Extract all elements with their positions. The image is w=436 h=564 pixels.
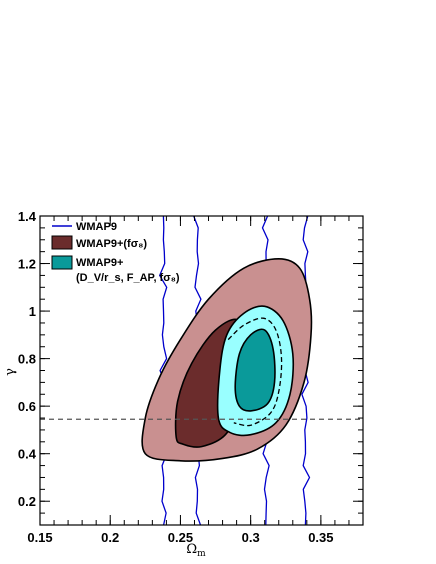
x-tick-label: 0.15 [27,530,52,545]
legend-fill-swatch [51,235,73,250]
wmap9-contour-0 [158,215,168,526]
legend-label-2: WMAP9+ [76,257,123,269]
contour-4 [234,328,276,412]
y-tick-label: 0.2 [18,494,36,509]
legend: WMAP9 WMAP9+(fσ₈) WMAP9+ (D_V/r_s, F_AP, fσ… [51,221,180,284]
x-axis-title-subscript: m [197,549,206,559]
y-tick-label: 0.6 [18,399,36,414]
legend-label-2-line2: (D_V/r_s, F_AP, fσ₈) [76,272,180,284]
contour-layers [141,215,313,526]
axis-ticks: 0.15 0.2 0.25 0.3 0.35 0.2 0.4 0.6 0.8 1 1.2 1.4 [18,209,364,545]
contour-dashed-5 [227,317,283,427]
x-tick-label: 0.35 [308,530,333,545]
y-tick-label: 1.4 [18,209,37,224]
y-tick-label: 0.8 [18,352,36,367]
legend-fill-swatch [51,255,73,270]
y-tick-label: 1 [29,304,36,319]
y-tick-label: 1.2 [18,257,36,272]
y-tick-label: 0.4 [18,447,37,462]
x-tick-label: 0.25 [168,530,193,545]
y-axis-title: γ [3,368,18,376]
legend-label-1: WMAP9+(fσ₈) [76,238,147,250]
x-axis-title: Ωm [186,542,206,559]
x-tick-label: 0.3 [242,530,260,545]
x-tick-label: 0.2 [101,530,119,545]
legend-label-0: WMAP9 [76,221,117,233]
